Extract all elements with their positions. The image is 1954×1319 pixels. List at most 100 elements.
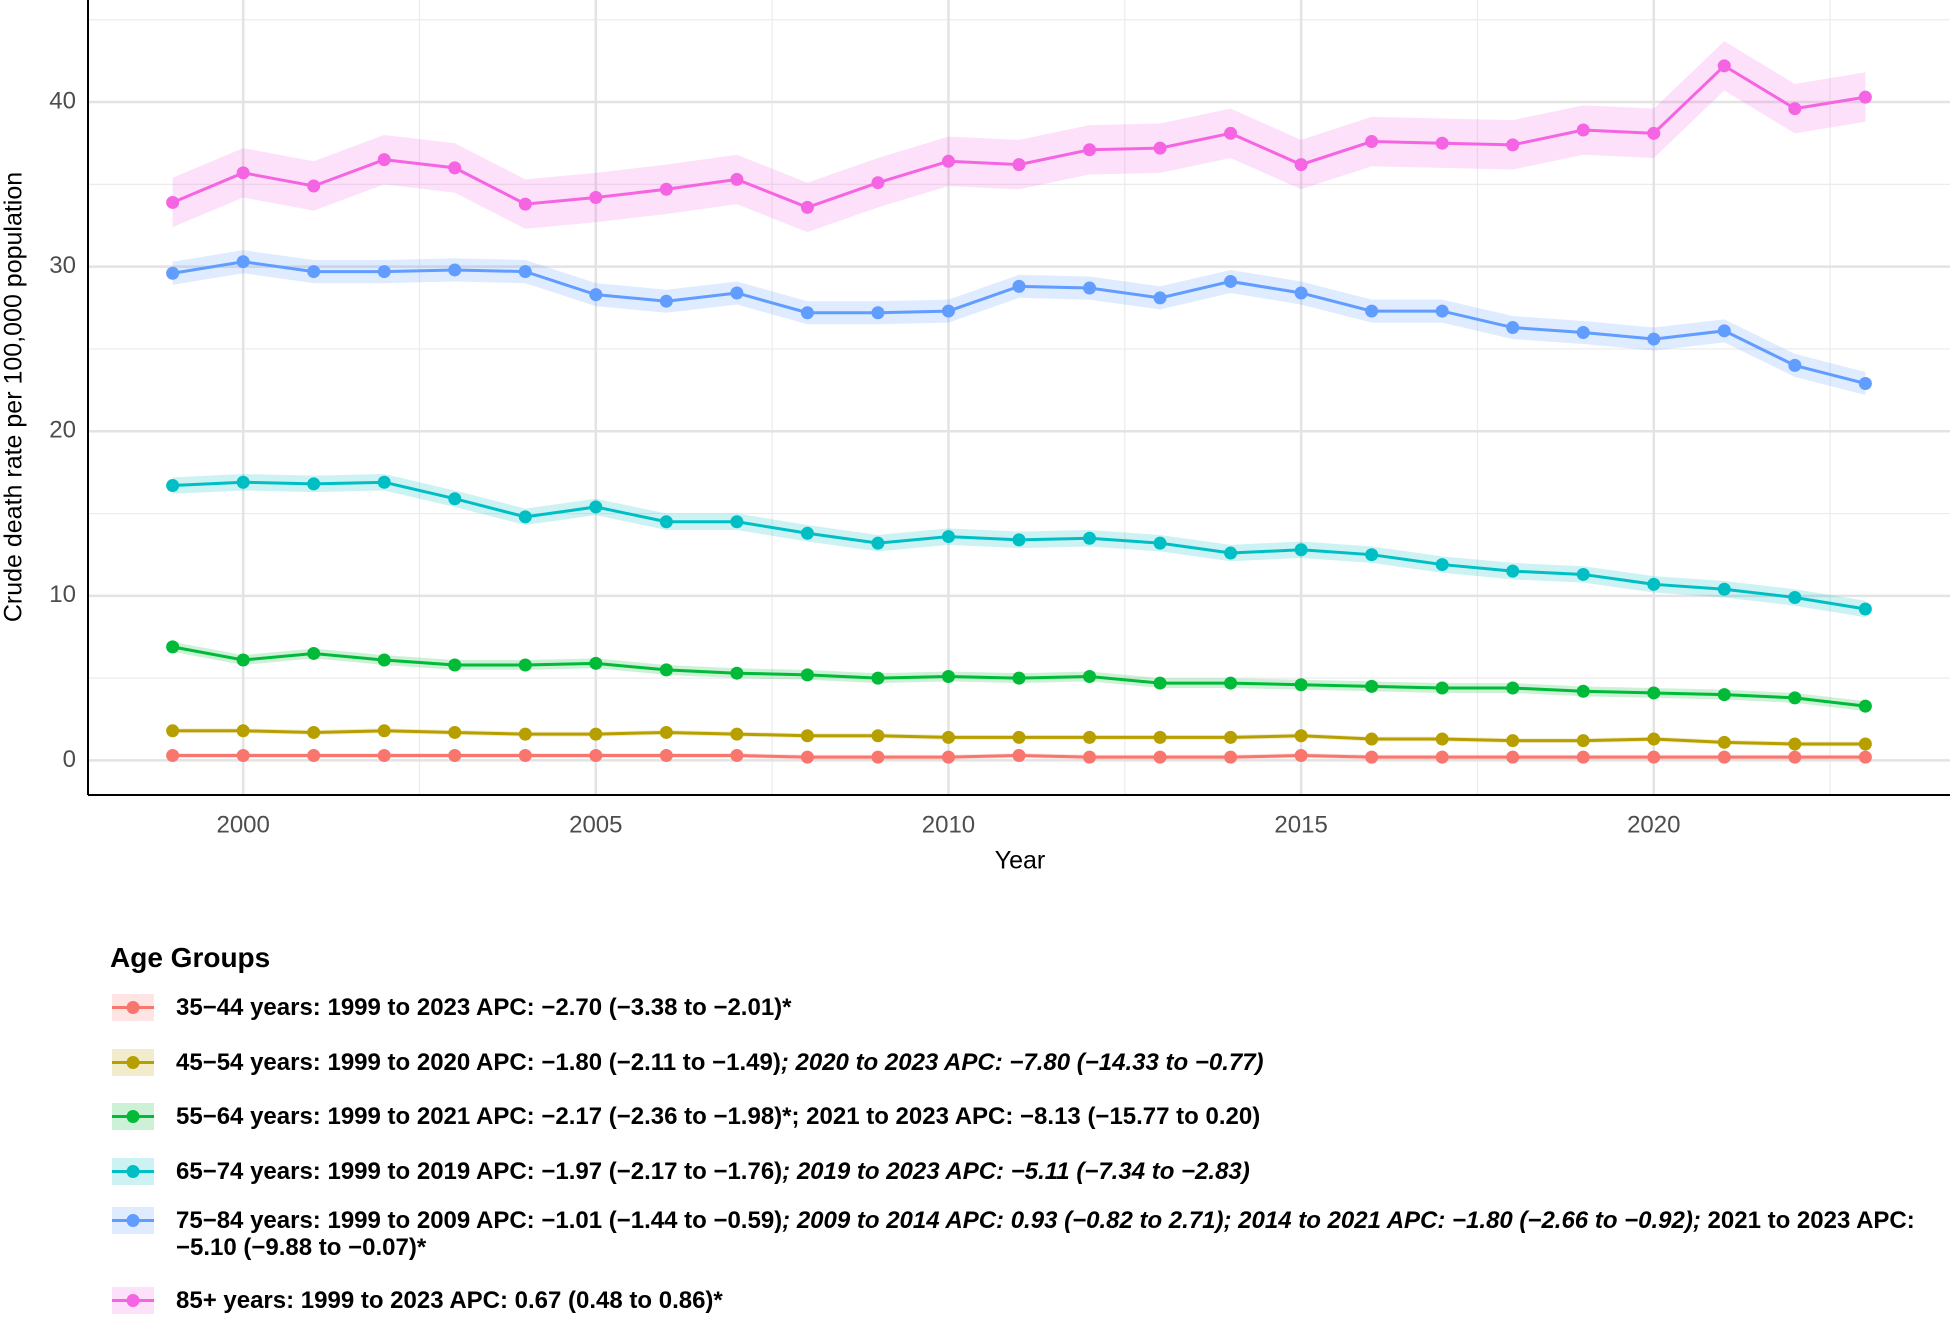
legend-label: 55−64 years: 1999 to 2021 APC: −2.17 (−2…: [176, 1103, 1261, 1130]
data-point: [941, 669, 955, 683]
data-point: [1647, 732, 1661, 746]
data-point: [1153, 730, 1167, 744]
data-point: [1506, 138, 1520, 152]
data-point: [730, 666, 744, 680]
data-point: [1435, 750, 1449, 764]
data-point: [1012, 533, 1026, 547]
data-point: [1224, 126, 1238, 140]
data-point: [1717, 688, 1731, 702]
data-point: [1224, 730, 1238, 744]
data-point: [448, 492, 462, 506]
data-point: [1788, 691, 1802, 705]
legend-key-dot: [126, 1001, 140, 1014]
data-point: [1506, 321, 1520, 335]
data-point: [1224, 676, 1238, 690]
data-point: [1647, 686, 1661, 700]
data-point: [518, 197, 532, 211]
data-point: [1506, 681, 1520, 695]
data-point: [518, 510, 532, 524]
data-point: [1294, 748, 1308, 762]
data-point: [1717, 59, 1731, 73]
data-point: [166, 479, 180, 493]
data-point: [1153, 676, 1167, 690]
data-point: [1224, 546, 1238, 560]
data-point: [1576, 567, 1590, 581]
data-point: [1858, 377, 1872, 391]
data-point: [1788, 737, 1802, 751]
data-point: [800, 729, 814, 743]
data-point: [448, 161, 462, 175]
data-point: [871, 750, 885, 764]
legend-entry: 35−44 years: 1999 to 2023 APC: −2.70 (−3…: [110, 994, 1946, 1021]
data-point: [1576, 734, 1590, 748]
legend-label: 35−44 years: 1999 to 2023 APC: −2.70 (−3…: [176, 994, 792, 1021]
data-point: [1576, 684, 1590, 698]
data-point: [1012, 279, 1026, 293]
data-point: [448, 725, 462, 739]
legend-key-dot: [126, 1214, 140, 1227]
data-point: [1012, 158, 1026, 172]
data-point: [1647, 750, 1661, 764]
legend-key: [112, 1207, 154, 1234]
data-point: [1858, 699, 1872, 713]
data-point: [377, 653, 391, 667]
data-point: [589, 727, 603, 741]
data-point: [1012, 671, 1026, 685]
data-point: [1435, 732, 1449, 746]
data-point: [1647, 126, 1661, 140]
data-point: [871, 176, 885, 190]
data-point: [1083, 281, 1097, 295]
data-point: [518, 748, 532, 762]
data-point: [307, 179, 321, 193]
data-point: [941, 304, 955, 318]
data-point: [1576, 325, 1590, 339]
data-point: [659, 663, 673, 677]
data-point: [1365, 679, 1379, 693]
legend-entry: 45−54 years: 1999 to 2020 APC: −1.80 (−2…: [110, 1049, 1946, 1076]
data-point: [518, 727, 532, 741]
data-point: [1717, 750, 1731, 764]
data-point: [871, 306, 885, 320]
data-point: [1012, 748, 1026, 762]
data-point: [1294, 543, 1308, 557]
legend-label: 45−54 years: 1999 to 2020 APC: −1.80 (−2…: [176, 1049, 781, 1076]
data-point: [1858, 602, 1872, 616]
data-point: [589, 748, 603, 762]
data-point: [800, 306, 814, 320]
y-tick-label: 20: [49, 417, 76, 444]
x-axis-title: Year: [995, 847, 1046, 875]
data-point: [1153, 291, 1167, 305]
data-point: [659, 515, 673, 529]
data-point: [659, 294, 673, 308]
legend-label: ; 2020 to 2023 APC: −7.80 (−14.33 to −0.…: [780, 1049, 1264, 1076]
data-point: [1788, 102, 1802, 116]
legend-label: 75−84 years: 1999 to 2009 APC: −1.01 (−1…: [176, 1207, 783, 1234]
data-point: [1365, 304, 1379, 318]
data-point: [1506, 750, 1520, 764]
legend-key: [112, 1103, 154, 1130]
data-point: [377, 265, 391, 279]
data-point: [1224, 274, 1238, 288]
legend-key: [112, 1049, 154, 1076]
legend-label: 85+ years: 1999 to 2023 APC: 0.67 (0.48 …: [176, 1287, 723, 1314]
x-tick-label: 2005: [569, 811, 622, 838]
data-point: [800, 200, 814, 214]
data-point: [307, 477, 321, 491]
data-point: [166, 640, 180, 654]
data-point: [1717, 735, 1731, 749]
data-point: [1083, 730, 1097, 744]
data-point: [1294, 729, 1308, 743]
y-tick-label: 40: [49, 87, 76, 114]
confidence-band: [172, 41, 1866, 233]
data-point: [871, 536, 885, 550]
data-point: [166, 724, 180, 738]
data-point: [941, 750, 955, 764]
y-tick-label: 30: [49, 252, 76, 279]
legend-key: [112, 994, 154, 1021]
legend-title: Age Groups: [110, 942, 271, 973]
data-point: [377, 153, 391, 167]
data-point: [1788, 590, 1802, 604]
data-point: [1506, 564, 1520, 578]
data-point: [800, 750, 814, 764]
data-point: [166, 748, 180, 762]
